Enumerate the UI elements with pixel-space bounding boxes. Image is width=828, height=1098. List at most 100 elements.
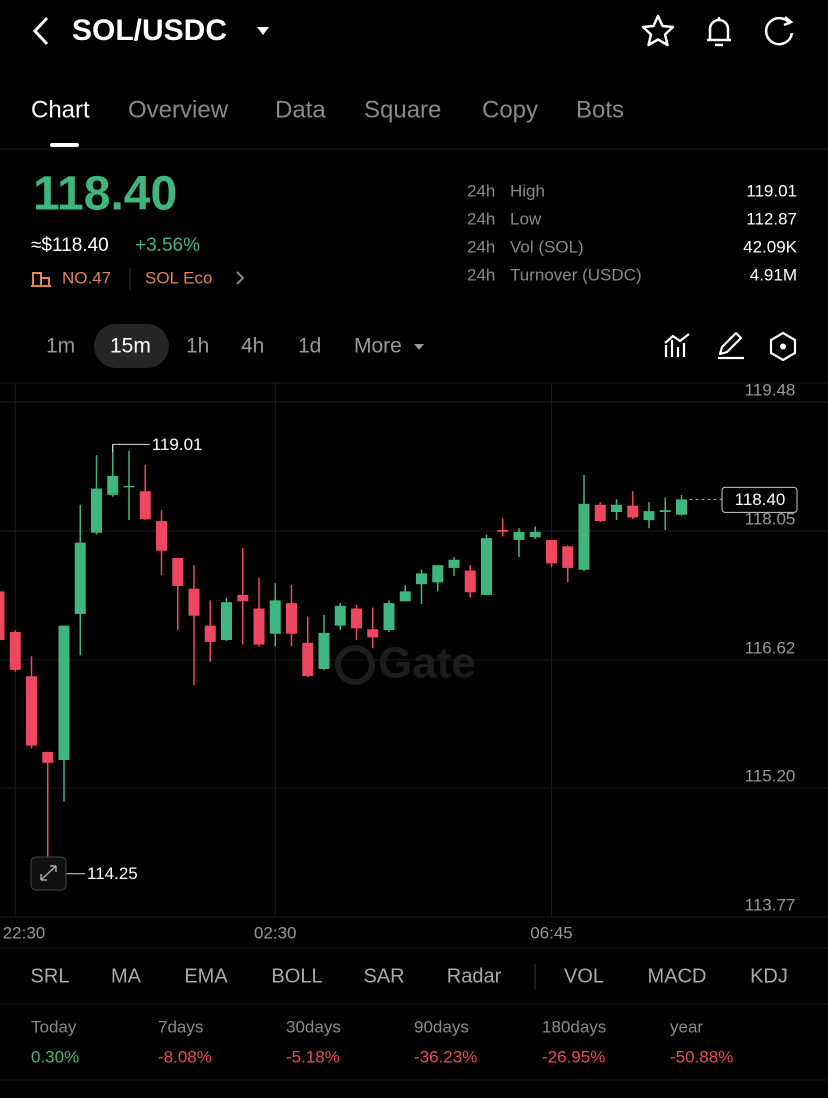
period-change: -50.88% [670,1047,733,1066]
x-tick-label: 22:30 [3,923,46,942]
candle-body [627,505,639,518]
interval[interactable]: 4h [241,335,264,358]
candle-body [367,629,379,638]
candle-body [399,591,411,602]
period-change: 0.30% [31,1047,79,1066]
candle-body [383,603,395,631]
indicator-tab[interactable]: EMA [184,965,228,987]
draw-icon[interactable] [718,331,744,360]
candle-body [172,557,184,586]
more-caret[interactable] [414,344,424,350]
interval[interactable]: 15m [110,335,151,358]
tab[interactable]: Bots [576,96,624,123]
candle-body [42,751,54,763]
candle-body [9,631,21,670]
candle-body [481,538,492,595]
period-change: -26.95% [542,1047,605,1066]
last-price: 118.40 [33,168,177,221]
indicator-icon[interactable] [664,333,690,357]
candle-body [221,602,232,641]
candle-body [464,570,476,593]
high-label: 119.01 [152,435,203,454]
stat-period: 24h [467,237,495,256]
last-price-label: 118.40 [735,490,786,509]
y-tick-label: 115.20 [745,766,796,785]
share-icon[interactable] [764,16,794,46]
price-change: +3.56% [135,235,200,256]
back-button[interactable] [32,16,49,46]
interval[interactable]: 1d [298,335,321,358]
candle-body [318,632,330,669]
candle-body [448,559,460,568]
indicator-tab[interactable]: MA [111,965,142,987]
rank-icon [31,272,51,287]
candle-body [74,542,86,614]
favorite-icon[interactable] [641,14,675,47]
candle-body [659,510,671,512]
period-change: -36.23% [414,1047,477,1066]
candle-body [676,499,687,515]
candle-body [529,531,541,538]
interval[interactable]: 1h [186,335,209,358]
candle-body [91,488,102,533]
x-tick-label: 06:45 [530,923,573,942]
candle-body [351,608,362,629]
candle-body [513,531,525,540]
candle-body [497,530,509,532]
alert-icon[interactable] [707,17,731,47]
pair-title[interactable]: SOL/USDC [72,14,227,47]
period-label: Today [31,1017,77,1036]
candle-body [432,565,444,583]
watermark: Gate [335,639,476,688]
candle-body [302,642,314,677]
rank[interactable]: NO.47 [62,268,111,287]
indicator-tab[interactable]: BOLL [271,965,322,987]
stat-label: Low [510,209,542,228]
candle-body [139,491,151,520]
indicator-tab[interactable]: MACD [648,965,707,987]
sector-chevron[interactable] [236,271,245,285]
low-label: 114.25 [87,864,138,883]
period-change: -8.08% [158,1047,212,1066]
interval[interactable]: More [354,335,402,358]
tab[interactable]: Data [275,96,326,123]
indicator-tab[interactable]: SRL [31,965,70,987]
stat-value: 4.91M [750,265,797,284]
tab[interactable]: Square [364,96,441,123]
sector-tag[interactable]: SOL Eco [145,268,212,287]
period-label: 90days [414,1017,469,1036]
settings-icon[interactable] [769,331,797,362]
watermark-logo [335,645,375,685]
tab[interactable]: Copy [482,96,538,123]
candle-body [562,546,574,568]
candle-body [156,521,167,551]
indicator-tab[interactable]: VOL [564,965,604,987]
stat-period: 24h [467,181,495,200]
pair-dropdown[interactable] [257,27,269,35]
candle-body [269,600,281,634]
indicator-tab[interactable]: SAR [363,965,404,987]
stat-value: 112.87 [746,209,797,228]
y-tick-label: 119.48 [745,380,796,399]
indicator-tab[interactable]: KDJ [750,965,788,987]
active-interval-pill [94,324,169,368]
stat-label: Turnover (USDC) [510,265,642,284]
tab[interactable]: Chart [31,96,90,123]
candle-body [611,504,622,512]
y-tick-label: 118.05 [745,509,796,528]
candle-body [594,504,606,522]
candle-body [107,475,119,495]
stat-label: High [510,181,545,200]
candle-body [188,588,200,616]
tab[interactable]: Overview [128,96,229,123]
expand-icon [40,865,57,881]
candle-body [416,573,427,585]
indicator-tab[interactable]: Radar [447,965,502,987]
candle-body [123,485,135,488]
period-change: -5.18% [286,1047,340,1066]
candle-body [286,603,297,634]
interval[interactable]: 1m [46,335,75,358]
